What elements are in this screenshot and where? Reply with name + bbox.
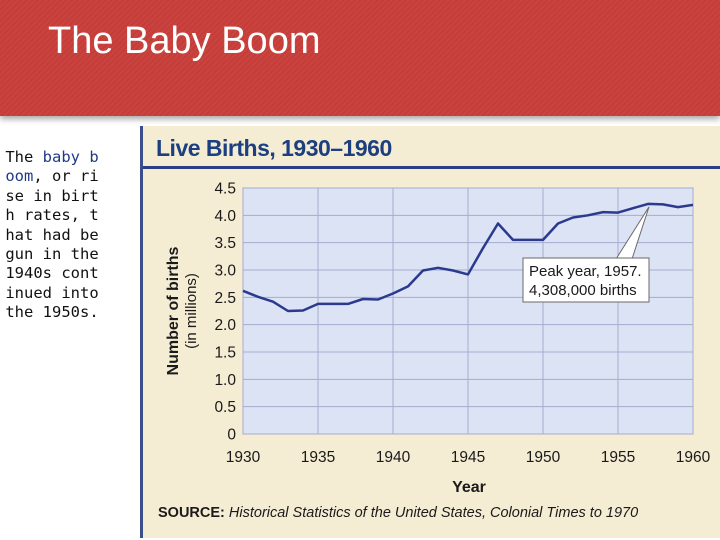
x-tick-label: 1945 [451, 449, 485, 466]
y-tick-label: 4.0 [214, 208, 236, 225]
y-tick-label: 1.0 [214, 372, 236, 389]
tick-labels: 0 0.5 1.0 1.5 2.0 2.5 3.0 3.5 4.0 4.5 1930 1935 1940… [214, 181, 710, 467]
baby-boom-highlight: baby boom [5, 148, 99, 186]
body-text-end: , or rise in birth rates, that had begun… [5, 167, 99, 322]
y-tick-label: 1.5 [214, 345, 236, 362]
y-tick-label: 2.5 [214, 290, 236, 307]
y-tick-label: 0 [227, 427, 236, 444]
callout-line-2: 4,308,000 births [529, 282, 637, 299]
slide-body-text: The baby boom, or rise in birth rates, t… [4, 148, 100, 323]
chart-panel-edge [140, 126, 143, 538]
title-banner: The Baby Boom [0, 0, 720, 116]
y-tick-label: 0.5 [214, 399, 236, 416]
x-tick-label: 1950 [526, 449, 561, 466]
y-tick-label: 3.5 [214, 235, 236, 252]
callout-line-1: Peak year, 1957. [529, 263, 642, 280]
series-line-group [242, 202, 694, 313]
x-tick-label: 1930 [226, 449, 261, 466]
y-axis-label: Number of births [165, 246, 182, 375]
annotation-group: Peak year, 1957. 4,308,000 births [522, 206, 650, 303]
x-axis-label: Year [452, 479, 486, 496]
x-tick-label: 1955 [601, 449, 635, 466]
y-tick-label: 4.5 [214, 181, 236, 198]
x-tick-label: 1940 [376, 449, 411, 466]
chart-source: SOURCE: Historical Statistics of the Uni… [158, 505, 638, 521]
y-tick-label: 2.0 [214, 317, 236, 334]
source-text: Historical Statistics of the United Stat… [228, 505, 639, 521]
chart-title: Live Births, 1930–1960 [156, 135, 392, 161]
source-label: SOURCE: [158, 505, 225, 521]
slide-title: The Baby Boom [48, 20, 321, 62]
y-axis-unit-label: (in millions) [183, 273, 200, 349]
x-tick-label: 1960 [676, 449, 711, 466]
callout-box [522, 257, 650, 303]
body-text-start: The [5, 148, 43, 166]
y-tick-label: 3.0 [214, 263, 236, 280]
chart-title-rule [143, 166, 720, 169]
x-tick-label: 1935 [301, 449, 335, 466]
series-line [242, 202, 694, 313]
